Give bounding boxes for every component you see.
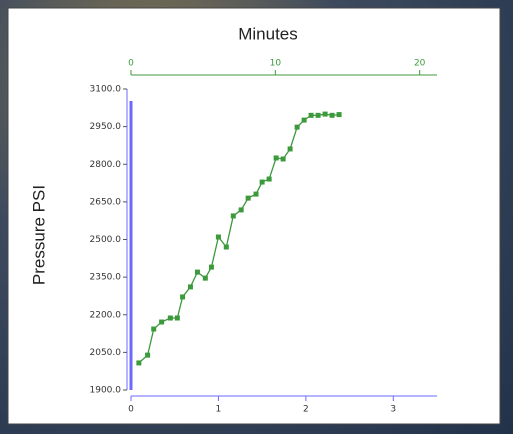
data-point	[246, 196, 251, 201]
data-point	[231, 213, 236, 218]
data-point	[136, 360, 141, 365]
data-point	[159, 320, 164, 325]
x2-tick-label: 10	[270, 59, 282, 69]
panel	[8, 8, 500, 424]
y-tick-label: 2050.0	[90, 348, 122, 358]
y-tick-label: 1900.0	[90, 386, 122, 396]
data-point	[188, 284, 193, 289]
data-point	[180, 294, 185, 299]
y-tick-label: 2500.0	[90, 235, 122, 245]
y-tick-label: 2650.0	[90, 197, 122, 207]
data-point	[168, 316, 173, 321]
y-tick-label: 3100.0	[90, 85, 122, 95]
y-tick-label: 2800.0	[90, 160, 122, 170]
data-point	[281, 156, 286, 161]
data-point	[203, 276, 208, 281]
data-point	[260, 180, 265, 185]
x2-tick-label: 0	[128, 59, 134, 69]
data-point	[216, 234, 221, 239]
y-axis-label: Pressure PSI	[29, 185, 48, 285]
data-point	[323, 112, 328, 117]
x-tick-label: 0	[128, 405, 134, 415]
data-point	[239, 207, 244, 212]
x-tick-label: 3	[390, 405, 396, 415]
data-point	[209, 265, 214, 270]
data-point	[224, 245, 229, 250]
data-point	[195, 270, 200, 275]
x2-tick-label: 20	[414, 59, 426, 69]
data-point	[254, 192, 259, 197]
data-point	[175, 316, 180, 321]
y-tick-label: 2200.0	[90, 310, 122, 320]
y-tick-label: 2350.0	[90, 273, 122, 283]
page: Minutes Pressure PSI 1900.0 2050.0 2200.0 2…	[0, 0, 513, 434]
data-point	[288, 146, 293, 151]
y-tick-label: 2950.0	[90, 122, 122, 132]
chart: Minutes Pressure PSI 1900.0 2050.0 2200.0 2…	[0, 0, 513, 434]
x-tick-label: 2	[303, 405, 309, 415]
data-point	[330, 113, 335, 118]
data-point	[274, 155, 279, 160]
data-point	[151, 327, 156, 332]
x-tick-label: 1	[216, 405, 222, 415]
data-point	[295, 125, 300, 130]
data-point	[302, 118, 307, 123]
data-point	[316, 113, 321, 118]
x2-axis-label: Minutes	[238, 24, 298, 43]
data-point	[309, 113, 314, 118]
data-point	[145, 353, 150, 358]
data-point	[267, 177, 272, 182]
data-point	[337, 112, 342, 117]
